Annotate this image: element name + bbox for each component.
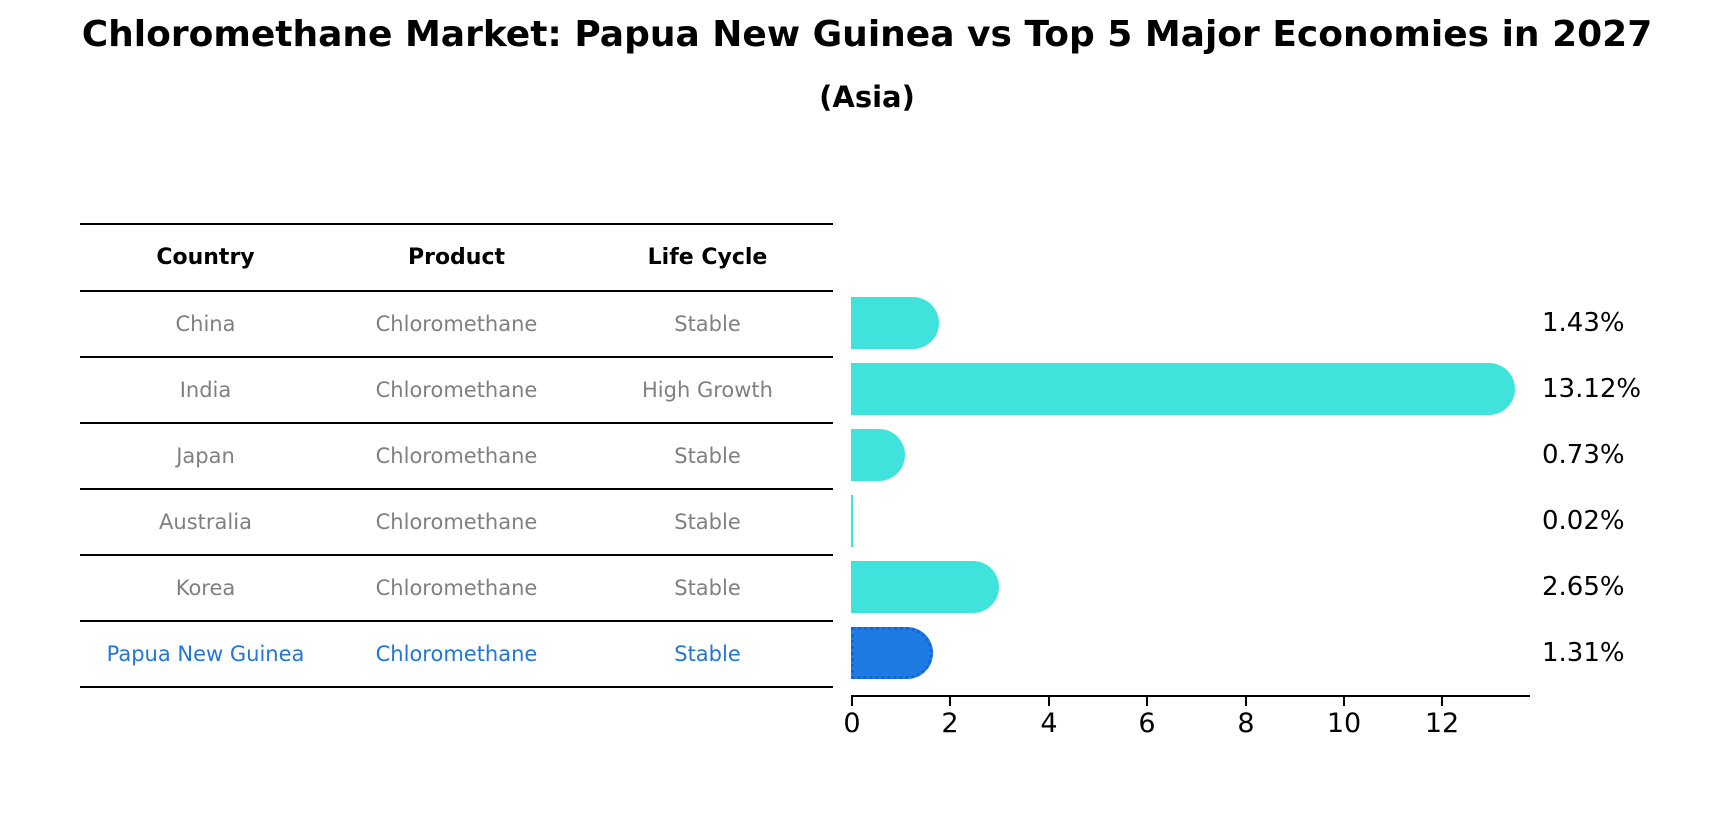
table-cell-life_cycle: Stable <box>674 576 741 600</box>
table-cell-product: Chloromethane <box>375 312 538 336</box>
table-cell-country: Japan <box>176 444 235 468</box>
value-label-japan: 0.73% <box>1542 440 1625 470</box>
table-cell-country: Papua New Guinea <box>106 642 305 666</box>
country-table: Country Product Life Cycle China Chlorometha… <box>80 223 833 688</box>
table-row: China Chloromethane Stable <box>80 292 833 358</box>
bar-china <box>851 297 939 349</box>
chart-subtitle: (Asia) <box>819 80 915 114</box>
table-cell-product: Chloromethane <box>375 510 538 534</box>
table-header-row: Country Product Life Cycle <box>80 223 833 292</box>
x-tick-label-8: 8 <box>1237 708 1255 739</box>
x-axis-line <box>851 695 1530 697</box>
table-cell-product: Chloromethane <box>375 642 538 666</box>
chart-title: Chloromethane Market: Papua New Guinea v… <box>81 14 1653 55</box>
value-label-china: 1.43% <box>1542 308 1625 338</box>
table-header-country: Country <box>156 245 255 270</box>
bar-australia <box>851 495 853 547</box>
table-cell-life_cycle: Stable <box>674 510 741 534</box>
x-tick-mark-8 <box>1245 697 1247 706</box>
table-cell-product: Chloromethane <box>375 378 538 402</box>
value-label-india: 13.12% <box>1542 374 1642 404</box>
x-tick-mark-12 <box>1441 697 1443 706</box>
x-tick-label-6: 6 <box>1138 708 1156 739</box>
table-cell-life_cycle: Stable <box>674 444 741 468</box>
table-cell-life_cycle: Stable <box>674 642 741 666</box>
x-tick-mark-0 <box>851 697 853 706</box>
x-tick-mark-10 <box>1343 697 1345 706</box>
x-tick-mark-6 <box>1146 697 1148 706</box>
table-cell-product: Chloromethane <box>375 576 538 600</box>
table-row: Papua New Guinea Chloromethane Stable <box>80 622 833 688</box>
x-tick-label-10: 10 <box>1326 708 1362 739</box>
x-tick-label-4: 4 <box>1040 708 1058 739</box>
table-row: India Chloromethane High Growth <box>80 358 833 424</box>
x-tick-label-0: 0 <box>843 708 861 739</box>
value-label-papua-new-guinea: 1.31% <box>1542 638 1625 668</box>
x-tick-label-12: 12 <box>1424 708 1460 739</box>
value-label-australia: 0.02% <box>1542 506 1625 536</box>
table-cell-country: China <box>175 312 236 336</box>
table-row: Japan Chloromethane Stable <box>80 424 833 490</box>
x-tick-mark-4 <box>1048 697 1050 706</box>
table-row: Korea Chloromethane Stable <box>80 556 833 622</box>
table-cell-country: Korea <box>175 576 236 600</box>
bar-japan <box>851 429 905 481</box>
table-cell-life_cycle: Stable <box>674 312 741 336</box>
table-cell-life_cycle: High Growth <box>642 378 773 402</box>
table-header-life_cycle: Life Cycle <box>647 245 768 270</box>
table-cell-product: Chloromethane <box>375 444 538 468</box>
table-row: Australia Chloromethane Stable <box>80 490 833 556</box>
table-header-product: Product <box>407 245 506 270</box>
table-cell-country: India <box>179 378 232 402</box>
bar-india <box>851 363 1515 415</box>
bar-papua-new-guinea <box>851 627 933 679</box>
value-label-korea: 2.65% <box>1542 572 1625 602</box>
table-cell-country: Australia <box>159 510 252 534</box>
bar-korea <box>851 561 999 613</box>
x-tick-mark-2 <box>949 697 951 706</box>
x-tick-label-2: 2 <box>941 708 959 739</box>
